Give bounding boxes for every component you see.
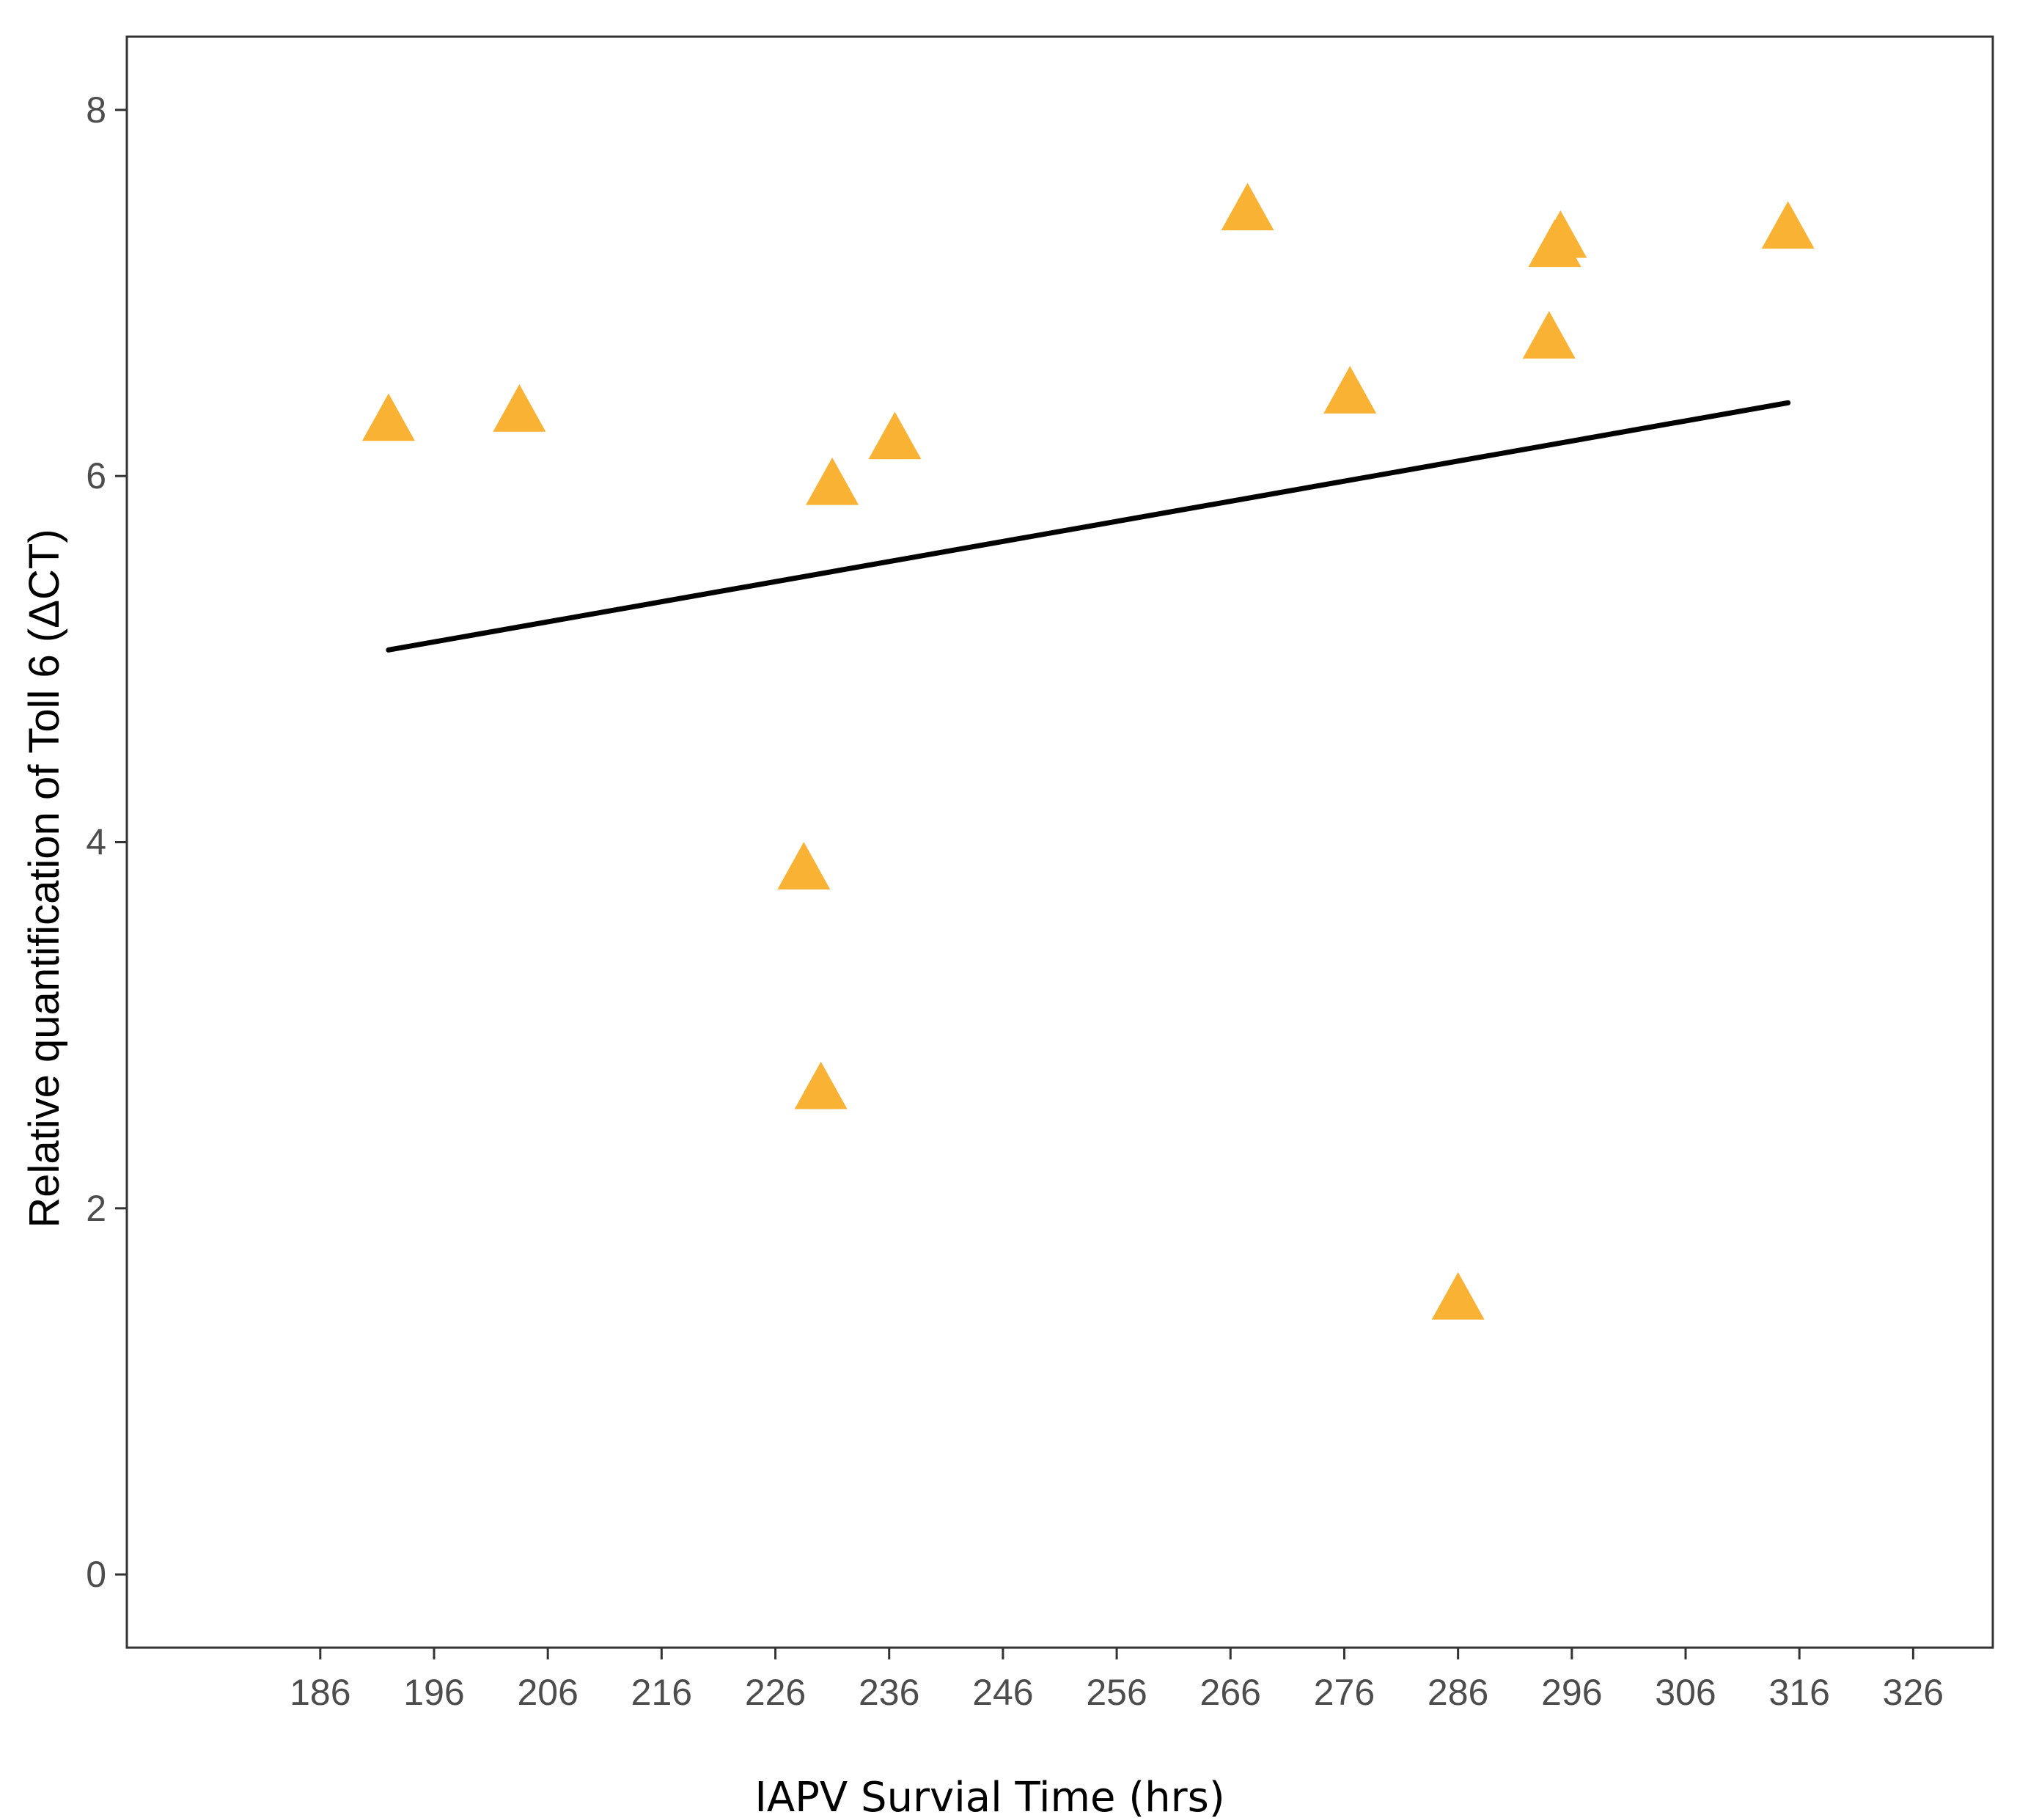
x-tick-label: 216 [631,1672,692,1713]
x-tick-label: 286 [1428,1672,1488,1713]
x-tick-label: 276 [1314,1672,1375,1713]
data-point [1221,183,1274,231]
trend-line-group [386,400,1791,653]
x-tick-label: 196 [403,1672,464,1713]
data-points [361,183,1815,1320]
x-tick-label: 316 [1768,1672,1829,1713]
data-point [794,1061,848,1109]
y-tick-label: 8 [86,89,106,131]
x-tick-label: 266 [1200,1672,1261,1713]
x-tick-label: 296 [1541,1672,1602,1713]
x-tick-label: 226 [745,1672,806,1713]
y-axis: 0 2 4 6 8 [86,89,127,1595]
data-point [1534,210,1587,258]
x-tick-label: 186 [290,1672,350,1713]
data-point [361,393,415,441]
data-point [493,384,546,432]
data-point [1431,1272,1485,1320]
x-tick-label: 256 [1086,1672,1147,1713]
y-axis-title: Relative quantification of Toll 6 (ΔCT) [21,529,68,1228]
data-point [806,457,859,505]
x-tick-label: 206 [517,1672,578,1713]
x-tick-label: 246 [972,1672,1033,1713]
x-axis-title: IAPV Survial Time (hrs) [754,1774,1224,1820]
y-tick-label: 0 [86,1554,106,1595]
x-tick-label: 326 [1883,1672,1944,1713]
data-point [1323,366,1377,414]
x-tick-label: 236 [859,1672,919,1713]
trend-line [386,400,1791,653]
y-tick-label: 6 [86,455,106,496]
x-axis: 186 196 206 216 226 236 246 256 266 276 286 296 306 3… [290,1648,1944,1713]
y-tick-label: 4 [86,822,106,863]
x-tick-label: 306 [1655,1672,1716,1713]
data-point [868,411,922,460]
y-tick-label: 2 [86,1188,106,1229]
data-point [1761,201,1815,249]
plot-frame [125,35,1994,1649]
data-point [777,842,831,889]
data-point [1522,311,1576,359]
